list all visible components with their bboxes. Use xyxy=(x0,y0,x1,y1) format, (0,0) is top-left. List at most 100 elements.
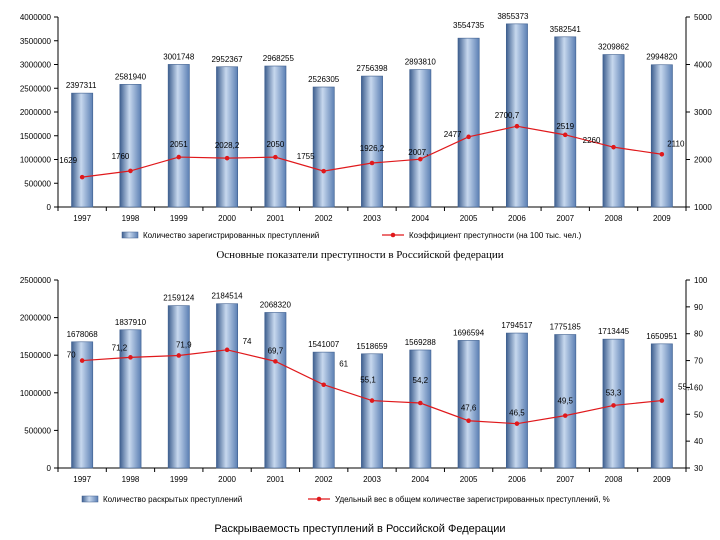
x-tick-label: 2000 xyxy=(218,214,236,223)
bar xyxy=(409,349,432,469)
bar xyxy=(71,341,94,469)
legend-line-marker xyxy=(390,232,396,238)
x-tick-label: 2008 xyxy=(605,475,623,484)
bar xyxy=(361,75,383,208)
line-value-label: 2051 xyxy=(170,140,188,149)
bar xyxy=(264,312,287,469)
line-point xyxy=(418,400,423,406)
x-tick-label: 2001 xyxy=(266,475,284,484)
line-point xyxy=(418,156,423,162)
chart-registered-crimes: 0 500000 1000000 1500000 2000000 2500000 30000… xyxy=(20,12,713,240)
line-point xyxy=(466,134,471,140)
line-value-label: 61 xyxy=(339,360,348,369)
line-point xyxy=(273,154,278,160)
bar-value-label: 2068320 xyxy=(260,300,292,309)
line-value-label: 46,5 xyxy=(509,409,525,418)
y-tick-label: 3000000 xyxy=(20,61,52,70)
bar-value-label: 2159124 xyxy=(163,294,195,303)
bar xyxy=(119,329,142,469)
legend-bar-label: Количество раскрытых преступлений xyxy=(103,495,242,504)
bar xyxy=(602,54,625,208)
chart1-plot: 0 500000 1000000 1500000 2000000 2500000 30000… xyxy=(20,12,713,240)
bar-value-label: 1775185 xyxy=(550,323,582,332)
bar xyxy=(216,303,239,469)
legend-line-label: Коэффициент преступности (на 100 тыс. че… xyxy=(409,231,582,240)
bar xyxy=(167,64,190,208)
y2-tick-label: 30 xyxy=(694,464,703,473)
bar xyxy=(505,23,528,208)
line-point xyxy=(611,144,616,150)
line-value-label: 47,6 xyxy=(461,404,477,413)
line-point xyxy=(514,421,520,426)
line-point xyxy=(659,151,665,157)
legend-bar-swatch xyxy=(121,231,139,239)
x-tick-label: 2001 xyxy=(266,214,284,223)
bar-value-label: 3582541 xyxy=(550,25,582,34)
line-point xyxy=(369,160,375,166)
bar xyxy=(167,305,190,469)
legend-bar-swatch xyxy=(81,495,99,503)
y2-tick-label: 100 xyxy=(694,276,708,285)
y2-tick-label: 5000 xyxy=(694,13,712,22)
bar-value-label: 2184514 xyxy=(211,292,243,301)
bar-value-label: 3554735 xyxy=(453,21,485,30)
line-point xyxy=(176,154,182,160)
line-value-label: 2050 xyxy=(266,140,284,149)
line-point xyxy=(224,155,230,161)
bar-value-label: 1713445 xyxy=(598,327,630,336)
x-tick-label: 1999 xyxy=(170,214,188,223)
bar xyxy=(409,69,432,208)
line-value-label: 69,7 xyxy=(268,346,284,355)
y2-tick-label: 80 xyxy=(694,330,703,339)
x-tick-label: 2007 xyxy=(556,475,574,484)
x-tick-label: 1997 xyxy=(73,214,91,223)
line-value-label: 71,9 xyxy=(176,340,192,349)
x-tick-label: 2003 xyxy=(363,475,381,484)
line-point xyxy=(562,132,568,138)
x-tick-label: 2006 xyxy=(508,214,526,223)
line-value-label: 2007, xyxy=(408,148,428,157)
y2-tick-label: 4000 xyxy=(694,61,712,70)
line-value-label: 1926,2 xyxy=(360,144,385,153)
x-tick-label: 1997 xyxy=(73,475,91,484)
bar xyxy=(71,92,94,208)
bar-value-label: 2526305 xyxy=(308,75,340,84)
x-tick-label: 2008 xyxy=(605,214,623,223)
y-tick-label: 4000000 xyxy=(20,13,52,22)
line-value-label: 2519 xyxy=(556,122,574,131)
line-value-label: 55,1 xyxy=(360,376,376,385)
x-tick-label: 2000 xyxy=(218,475,236,484)
line-value-label: 2110 xyxy=(667,139,685,148)
y-tick-label: 1500000 xyxy=(20,351,52,360)
bar-value-label: 1696594 xyxy=(453,328,485,337)
bar-value-label: 1518659 xyxy=(356,342,388,351)
x-tick-label: 2009 xyxy=(653,214,671,223)
line-value-label: 53,3 xyxy=(606,388,622,397)
y2-tick-label: 50 xyxy=(694,410,703,419)
x-tick-label: 2004 xyxy=(411,475,429,484)
line-point xyxy=(659,398,665,403)
y-tick-label: 2500000 xyxy=(20,84,52,93)
bar-value-label: 3855373 xyxy=(497,12,529,21)
line-value-label: 2028,2 xyxy=(215,141,240,150)
line-point xyxy=(79,174,85,180)
line-value-label: 2477 xyxy=(444,130,462,139)
x-tick-label: 2002 xyxy=(315,214,333,223)
y-tick-label: 500000 xyxy=(24,179,51,188)
bar-value-label: 2893810 xyxy=(405,58,437,67)
line-point xyxy=(321,382,326,388)
line-value-label: 1629 xyxy=(59,156,77,165)
chart-solved-crimes: 0 500000 1000000 1500000 2000000 2500000 30 40 5… xyxy=(20,276,708,504)
line-point xyxy=(224,347,230,353)
y2-tick-label: 3000 xyxy=(694,108,712,117)
y-tick-label: 2000000 xyxy=(20,108,52,117)
chart1-caption: Основные показатели преступности в Росси… xyxy=(216,249,504,261)
bar-value-label: 1794517 xyxy=(501,321,533,330)
x-tick-label: 1998 xyxy=(122,214,140,223)
bar xyxy=(312,86,335,208)
bar xyxy=(119,84,142,208)
x-tick-label: 2003 xyxy=(363,214,381,223)
y-tick-label: 2000000 xyxy=(20,314,52,323)
bar xyxy=(554,334,577,469)
y-tick-label: 0 xyxy=(47,464,52,473)
